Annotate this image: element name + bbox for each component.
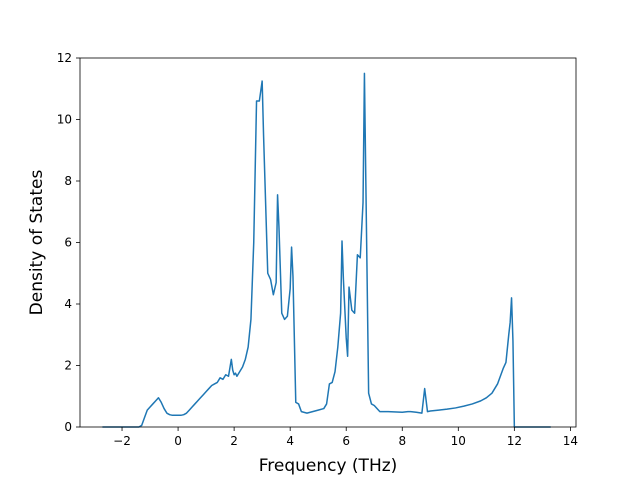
- x-tick-label: −2: [113, 434, 131, 448]
- x-tick-label: 2: [230, 434, 238, 448]
- x-axis-ticks: −2 0 2 4 6 8 10 12 14: [113, 427, 578, 448]
- dos-series-line-0: [102, 72, 551, 428]
- y-tick-label: 12: [57, 51, 72, 65]
- x-axis-label: Frequency (THz): [259, 456, 398, 476]
- y-tick-label: 0: [64, 420, 72, 434]
- plot-area: [102, 72, 551, 428]
- x-tick-label: 4: [286, 434, 294, 448]
- axes-frame: [79, 57, 577, 428]
- y-axis-label: Density of States: [27, 170, 47, 316]
- y-tick-label: 10: [57, 113, 72, 127]
- x-tick-label: 8: [398, 434, 406, 448]
- y-tick-label: 4: [64, 297, 72, 311]
- y-tick-label: 2: [64, 359, 72, 373]
- y-tick-label: 6: [64, 236, 72, 250]
- x-tick-label: 12: [507, 434, 522, 448]
- y-axis-ticks: 0 2 4 6 8 10 12: [57, 51, 80, 434]
- x-tick-label: 0: [174, 434, 182, 448]
- x-tick-label: 10: [451, 434, 466, 448]
- x-tick-label: 14: [563, 434, 578, 448]
- x-tick-label: 6: [342, 434, 350, 448]
- y-tick-label: 8: [64, 174, 72, 188]
